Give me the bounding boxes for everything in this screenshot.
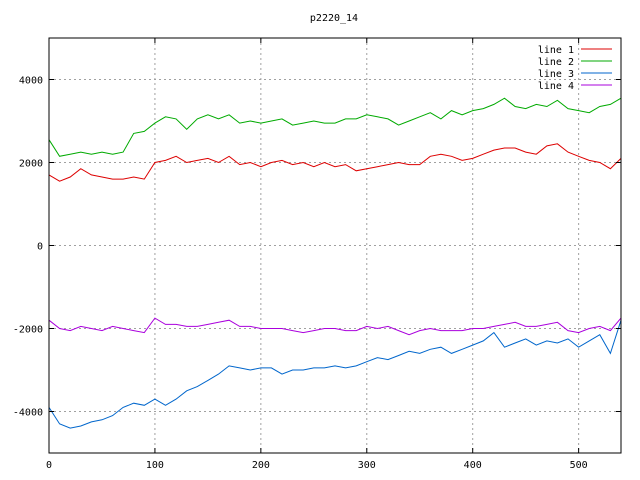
legend-label: line 3 <box>538 69 574 80</box>
y-tick-label: -2000 <box>13 325 43 336</box>
legend-label: line 4 <box>538 81 574 92</box>
x-tick-label: 300 <box>358 460 376 471</box>
series-line-3 <box>48 320 622 429</box>
x-tick-label: 200 <box>252 460 270 471</box>
y-tick-label: 0 <box>37 242 43 253</box>
y-tick-label: 2000 <box>19 159 43 170</box>
y-tick-label: -4000 <box>13 408 43 419</box>
grid <box>48 38 621 453</box>
legend-label: line 2 <box>538 57 574 68</box>
x-tick-label: 100 <box>146 460 164 471</box>
y-tick-label: 4000 <box>19 76 43 87</box>
legend-label: line 1 <box>538 45 574 56</box>
x-tick-label: 500 <box>570 460 588 471</box>
axis-ticks: 0 100 200 300 400 500 -4000 -2000 0 2000 4000 <box>13 38 621 471</box>
series-line-2 <box>48 97 622 157</box>
series-line-1 <box>48 143 622 182</box>
series-line-4 <box>48 317 622 336</box>
x-tick-label: 400 <box>464 460 482 471</box>
x-tick-label: 0 <box>46 460 52 471</box>
chart-title: p2220_14 <box>310 13 358 24</box>
series-lines <box>48 97 622 429</box>
